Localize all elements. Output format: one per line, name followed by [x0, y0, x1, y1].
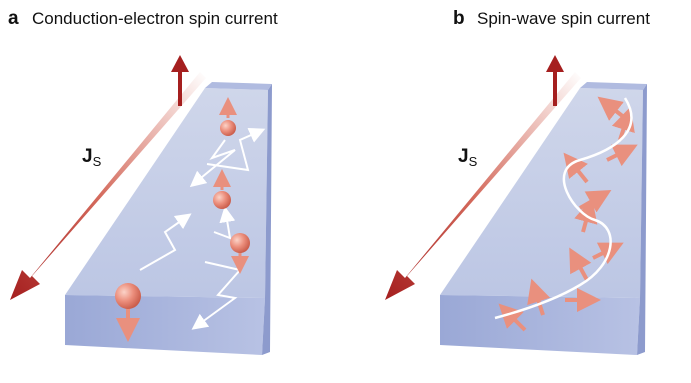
panel-a: a Conduction-electron spin current JS — [8, 8, 278, 355]
slab — [65, 82, 272, 355]
panel-b — [385, 55, 647, 355]
panel-label: b — [453, 8, 465, 29]
figure: a Conduction-electron spin current JS — [0, 0, 691, 383]
js-label: JS — [458, 146, 478, 169]
panel-title: Spin-wave spin current — [477, 9, 650, 28]
js-label: JS — [82, 146, 102, 169]
panel-label: a — [8, 8, 19, 29]
panel-title: Conduction-electron spin current — [32, 9, 278, 28]
page: a Conduction-electron spin current JS — [0, 0, 691, 383]
